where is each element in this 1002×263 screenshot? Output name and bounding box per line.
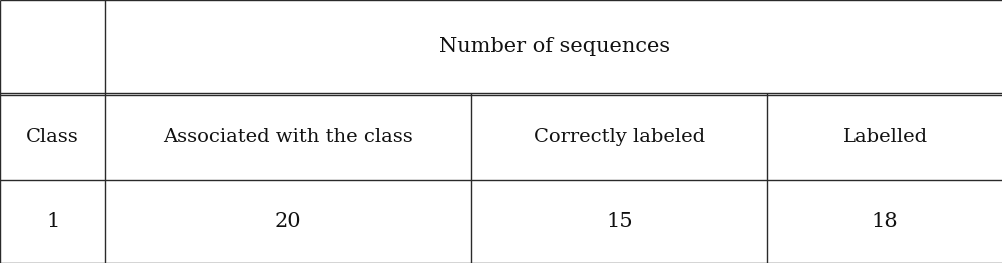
Text: 15: 15	[605, 212, 632, 231]
Text: Associated with the class: Associated with the class	[163, 128, 413, 146]
Text: 20: 20	[275, 212, 302, 231]
Text: Correctly labeled: Correctly labeled	[533, 128, 704, 146]
Text: 18: 18	[871, 212, 898, 231]
Text: Class: Class	[26, 128, 79, 146]
Text: Number of sequences: Number of sequences	[438, 37, 669, 56]
Text: Labelled: Labelled	[842, 128, 927, 146]
Text: 1: 1	[46, 212, 59, 231]
